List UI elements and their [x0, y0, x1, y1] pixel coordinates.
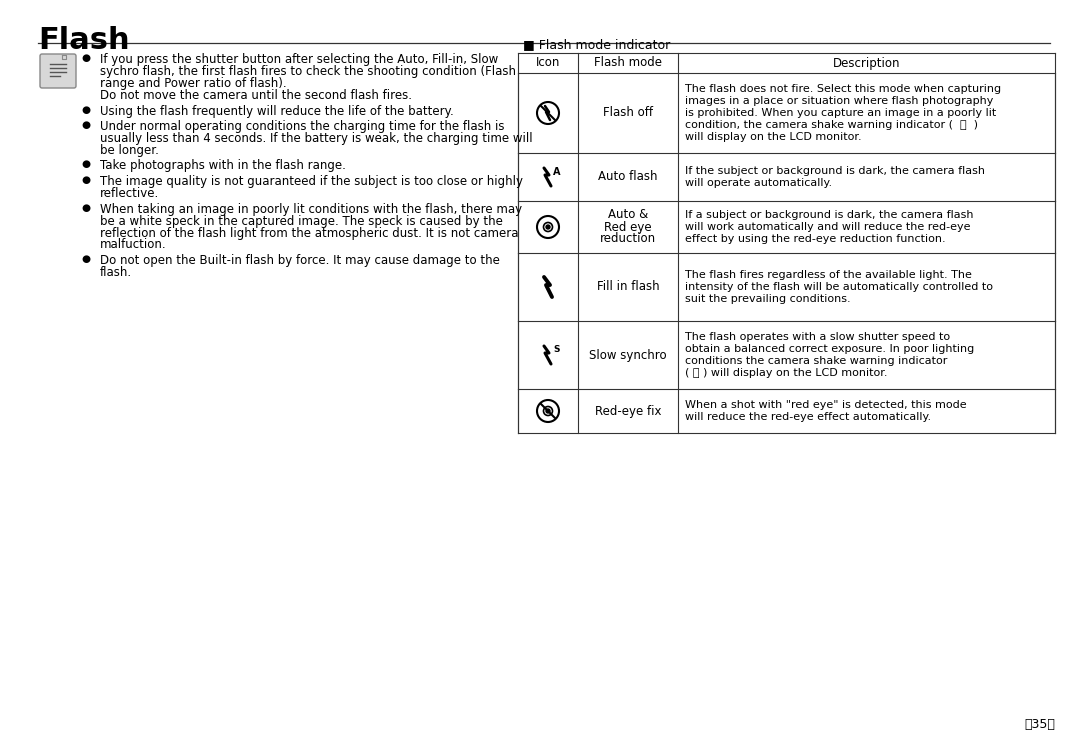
FancyBboxPatch shape — [40, 54, 76, 88]
Text: Auto &: Auto & — [608, 208, 648, 222]
Text: ●: ● — [81, 160, 90, 169]
Text: Under normal operating conditions the charging time for the flash is: Under normal operating conditions the ch… — [100, 120, 504, 133]
Text: Fill in flash: Fill in flash — [596, 280, 659, 293]
Text: flash.: flash. — [100, 266, 132, 279]
Text: Icon: Icon — [536, 57, 561, 69]
Text: ■ Flash mode indicator: ■ Flash mode indicator — [523, 38, 671, 51]
Text: images in a place or situation where flash photography: images in a place or situation where fla… — [685, 96, 994, 106]
Text: The flash fires regardless of the available light. The: The flash fires regardless of the availa… — [685, 270, 972, 280]
Text: reflection of the flash light from the atmospheric dust. It is not camera: reflection of the flash light from the a… — [100, 227, 518, 239]
Text: usually less than 4 seconds. If the battery is weak, the charging time will: usually less than 4 seconds. If the batt… — [100, 132, 532, 145]
Text: S: S — [553, 345, 559, 354]
Text: Description: Description — [833, 57, 901, 69]
Text: reflective.: reflective. — [100, 187, 159, 200]
Text: range and Power ratio of flash).: range and Power ratio of flash). — [100, 77, 286, 90]
Text: Red-eye fix: Red-eye fix — [595, 404, 661, 418]
Circle shape — [546, 409, 550, 413]
Text: ●: ● — [81, 120, 90, 130]
Text: Red eye: Red eye — [604, 221, 652, 233]
Text: ●: ● — [81, 202, 90, 213]
Text: Using the flash frequently will reduce the life of the battery.: Using the flash frequently will reduce t… — [100, 104, 454, 118]
Text: Flash mode: Flash mode — [594, 57, 662, 69]
Text: conditions the camera shake warning indicator: conditions the camera shake warning indi… — [685, 356, 947, 366]
Text: When a shot with "red eye" is detected, this mode: When a shot with "red eye" is detected, … — [685, 400, 967, 410]
Text: ●: ● — [81, 104, 90, 114]
Text: malfuction.: malfuction. — [100, 239, 166, 251]
Text: Flash off: Flash off — [603, 107, 653, 119]
Text: ●: ● — [81, 254, 90, 264]
Text: If the subject or background is dark, the camera flash: If the subject or background is dark, th… — [685, 166, 985, 176]
Text: Take photographs with in the flash range.: Take photographs with in the flash range… — [100, 160, 346, 172]
Text: When taking an image in poorly lit conditions with the flash, there may: When taking an image in poorly lit condi… — [100, 202, 522, 216]
Text: suit the prevailing conditions.: suit the prevailing conditions. — [685, 294, 851, 304]
Circle shape — [546, 225, 550, 229]
Text: is prohibited. When you capture an image in a poorly lit: is prohibited. When you capture an image… — [685, 108, 996, 118]
Text: intensity of the flash will be automatically controlled to: intensity of the flash will be automatic… — [685, 282, 993, 292]
Text: be a white speck in the captured image. The speck is caused by the: be a white speck in the captured image. … — [100, 215, 503, 228]
Text: effect by using the red-eye reduction function.: effect by using the red-eye reduction fu… — [685, 233, 946, 244]
Text: condition, the camera shake warning indicator (  ⓮  ): condition, the camera shake warning indi… — [685, 120, 978, 130]
Text: sychro flash, the first flash fires to check the shooting condition (Flash: sychro flash, the first flash fires to c… — [100, 65, 516, 78]
Text: The flash operates with a slow shutter speed to: The flash operates with a slow shutter s… — [685, 332, 950, 342]
Text: If you press the shutter button after selecting the Auto, Fill-in, Slow: If you press the shutter button after se… — [100, 53, 498, 66]
Text: Do not move the camera until the second flash fires.: Do not move the camera until the second … — [100, 89, 411, 102]
Text: The image quality is not guaranteed if the subject is too close or highly: The image quality is not guaranteed if t… — [100, 175, 523, 188]
Text: ●: ● — [81, 175, 90, 185]
Text: will display on the LCD monitor.: will display on the LCD monitor. — [685, 131, 862, 142]
Text: be longer.: be longer. — [100, 144, 159, 157]
Text: ●: ● — [81, 53, 90, 63]
Text: will operate automatically.: will operate automatically. — [685, 178, 832, 188]
Text: A: A — [553, 167, 561, 177]
Text: The flash does not fire. Select this mode when capturing: The flash does not fire. Select this mod… — [685, 84, 1001, 95]
Text: reduction: reduction — [599, 233, 656, 245]
Text: Slow synchro: Slow synchro — [590, 348, 666, 362]
Text: Do not open the Built-in flash by force. It may cause damage to the: Do not open the Built-in flash by force.… — [100, 254, 500, 267]
Text: Auto flash: Auto flash — [598, 171, 658, 184]
Text: ( ⓮ ) will display on the LCD monitor.: ( ⓮ ) will display on the LCD monitor. — [685, 368, 888, 377]
Text: will reduce the red-eye effect automatically.: will reduce the red-eye effect automatic… — [685, 412, 931, 422]
Text: obtain a balanced correct exposure. In poor lighting: obtain a balanced correct exposure. In p… — [685, 344, 974, 354]
Text: If a subject or background is dark, the camera flash: If a subject or background is dark, the … — [685, 210, 973, 220]
Text: Flash: Flash — [38, 26, 130, 55]
Text: 〃35〃: 〃35〃 — [1024, 718, 1055, 731]
Text: will work automatically and will reduce the red-eye: will work automatically and will reduce … — [685, 222, 971, 232]
